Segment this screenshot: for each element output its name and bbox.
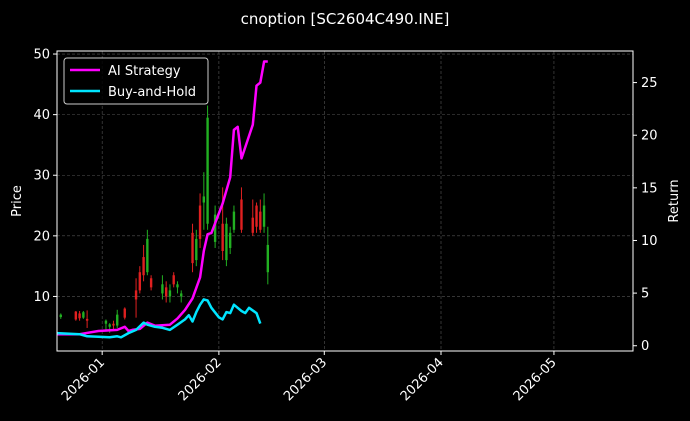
ai-strategy-line	[57, 60, 268, 336]
candle-body	[82, 312, 85, 318]
y-tick-label-left: 50	[33, 48, 50, 63]
candle-body	[142, 257, 145, 276]
y-tick-label-right: 20	[641, 129, 658, 144]
candle-body	[259, 211, 262, 230]
candle-body	[180, 293, 183, 297]
candle-body	[138, 272, 142, 291]
chart-title: cnoption [SC2604C490.INE]	[241, 10, 450, 28]
grid	[57, 51, 633, 351]
y-tick-label-right: 5	[641, 287, 649, 302]
candle-body	[161, 284, 164, 294]
legend-label-ai-strategy: AI Strategy	[108, 64, 181, 79]
candle-body	[85, 318, 89, 321]
candle-body	[78, 313, 81, 319]
candle-body	[191, 232, 194, 264]
y-tick-label-right: 10	[641, 234, 658, 249]
y-tick-label-left: 10	[33, 290, 50, 305]
candle-body	[255, 205, 258, 227]
candle-body	[74, 311, 78, 320]
y-tick-label-left: 20	[33, 229, 50, 244]
y-tick-label-left: 40	[33, 108, 50, 123]
candle-body	[149, 278, 153, 288]
legend: AI Strategy Buy-and-Hold	[63, 57, 209, 105]
candle-body	[123, 308, 126, 318]
candle-body	[104, 320, 108, 324]
candle-body	[116, 314, 119, 326]
candle-body	[266, 244, 270, 273]
plot-frame	[56, 50, 634, 352]
y-tick-label-right: 0	[641, 339, 649, 354]
candle-body	[172, 275, 175, 285]
y-tick-label-right: 25	[641, 76, 658, 91]
candle-body	[134, 290, 138, 300]
candle-body	[262, 205, 266, 227]
candlesticks	[59, 105, 270, 333]
y-tick-label-right: 15	[641, 181, 658, 196]
candle-body	[164, 287, 168, 297]
y-axis-label-left: Price	[10, 185, 25, 217]
candle-body	[228, 232, 232, 248]
candle-body	[251, 217, 254, 233]
candle-body	[198, 205, 202, 239]
candle-body	[206, 117, 209, 224]
y-tick-label-left: 30	[33, 169, 50, 184]
candle-body	[240, 199, 243, 230]
candle-body	[202, 196, 206, 203]
candle-body	[232, 211, 236, 230]
candle-body	[59, 314, 62, 318]
candle-body	[168, 290, 172, 297]
return-lines	[56, 60, 268, 339]
candle-body	[221, 223, 224, 251]
buy-and-hold-line	[56, 298, 262, 339]
legend-label-buy-and-hold: Buy-and-Hold	[108, 85, 196, 100]
candle-body	[225, 223, 228, 261]
candle-body	[176, 284, 179, 288]
candle-body	[195, 238, 198, 261]
candle-body	[112, 323, 115, 326]
candle-body	[108, 324, 111, 327]
candle-body	[146, 238, 149, 273]
y-axis-label-right: Return	[667, 179, 682, 222]
candle-body	[213, 214, 217, 242]
